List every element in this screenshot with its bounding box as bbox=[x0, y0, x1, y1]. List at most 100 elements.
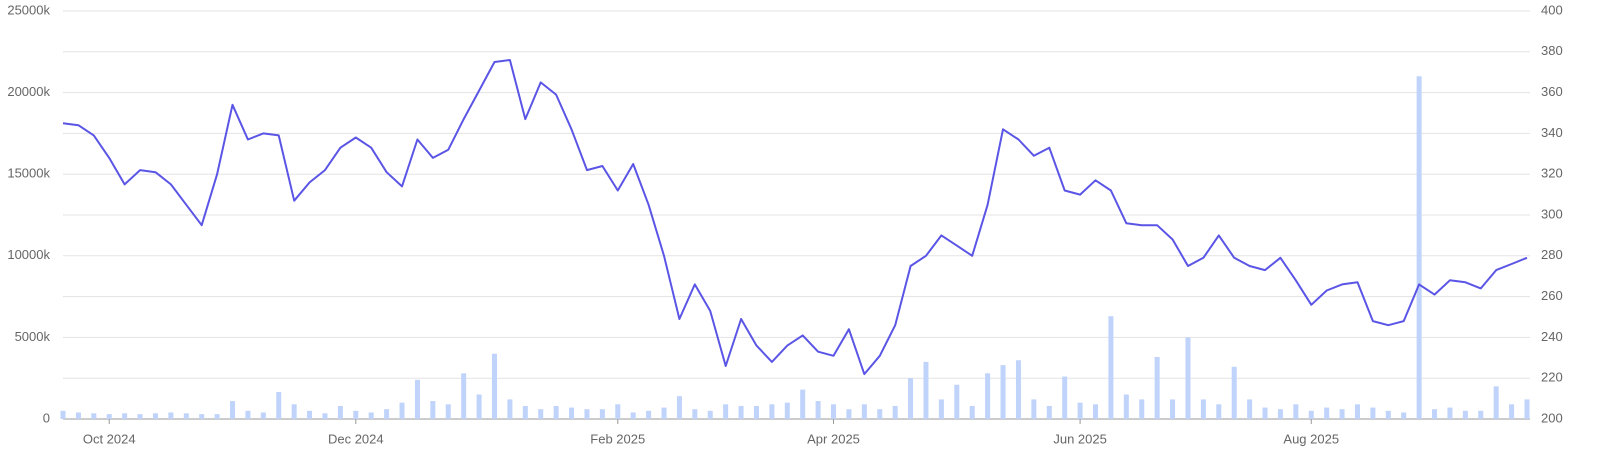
y-tick-label: 15000k bbox=[7, 166, 50, 181]
y2-tick-label: 280 bbox=[1541, 247, 1563, 262]
volume-bar bbox=[846, 409, 852, 419]
volume-bar bbox=[322, 413, 328, 419]
volume-bar bbox=[399, 402, 405, 419]
volume-bar bbox=[353, 410, 359, 419]
volume-bar bbox=[938, 399, 944, 419]
volume-bar bbox=[1354, 404, 1360, 419]
volume-bar bbox=[1262, 407, 1268, 419]
volume-bar bbox=[630, 412, 636, 419]
y2-tick-label: 240 bbox=[1541, 329, 1563, 344]
volume-bar bbox=[969, 405, 975, 419]
volume-bar bbox=[60, 410, 66, 419]
volume-bar bbox=[384, 409, 390, 419]
volume-bar bbox=[199, 414, 205, 419]
volume-bar bbox=[245, 410, 251, 419]
volume-bar bbox=[122, 413, 128, 419]
volume-bar bbox=[1185, 337, 1191, 419]
volume-bar bbox=[430, 401, 436, 419]
volume-bar bbox=[337, 405, 343, 419]
volume-bar bbox=[584, 409, 590, 419]
volume-bar bbox=[168, 412, 174, 419]
volume-bar bbox=[1000, 365, 1006, 419]
volume-bar bbox=[291, 404, 297, 419]
volume-bar bbox=[1077, 402, 1083, 419]
volume-bar bbox=[1401, 412, 1407, 419]
volume-bar bbox=[1062, 376, 1068, 419]
volume-bar bbox=[553, 405, 559, 419]
x-tick-label: Jun 2025 bbox=[1053, 431, 1107, 446]
volume-bar bbox=[692, 409, 698, 419]
y2-tick-label: 200 bbox=[1541, 410, 1563, 425]
volume-bar bbox=[1370, 407, 1376, 419]
volume-bar bbox=[646, 410, 652, 419]
volume-bar bbox=[1139, 399, 1145, 419]
y2-tick-label: 260 bbox=[1541, 288, 1563, 303]
volume-bar bbox=[491, 353, 497, 419]
volume-bar bbox=[599, 409, 605, 419]
volume-bar bbox=[1416, 76, 1422, 419]
x-tick-label: Dec 2024 bbox=[328, 431, 384, 446]
volume-bar bbox=[183, 413, 189, 419]
volume-bar bbox=[569, 407, 575, 419]
volume-bar bbox=[1200, 399, 1206, 419]
volume-bar bbox=[75, 412, 81, 419]
volume-bar bbox=[476, 394, 482, 419]
volume-bar bbox=[908, 378, 914, 419]
volume-bar bbox=[1339, 409, 1345, 419]
volume-bar bbox=[954, 384, 960, 419]
y2-tick-label: 400 bbox=[1541, 2, 1563, 17]
y2-tick-label: 340 bbox=[1541, 125, 1563, 140]
volume-bar bbox=[615, 404, 621, 419]
volume-bar bbox=[769, 404, 775, 419]
x-tick-label: Apr 2025 bbox=[807, 431, 860, 446]
volume-bar bbox=[1093, 404, 1099, 419]
x-tick-label: Feb 2025 bbox=[590, 431, 645, 446]
volume-bar bbox=[260, 412, 266, 419]
volume-bar bbox=[738, 405, 744, 419]
y2-tick-label: 300 bbox=[1541, 206, 1563, 221]
x-tick-label: Oct 2024 bbox=[83, 431, 136, 446]
volume-bar bbox=[1015, 360, 1021, 419]
y-tick-label: 20000k bbox=[7, 84, 50, 99]
volume-bar bbox=[1432, 409, 1438, 419]
x-tick-label: Aug 2025 bbox=[1283, 431, 1339, 446]
volume-bar bbox=[106, 414, 112, 419]
volume-bar bbox=[1385, 410, 1391, 419]
volume-bar bbox=[1308, 410, 1314, 419]
volume-bar bbox=[661, 407, 667, 419]
volume-bar bbox=[368, 412, 374, 419]
volume-bar bbox=[1524, 399, 1530, 419]
y-tick-label: 0 bbox=[43, 410, 50, 425]
volume-bar bbox=[831, 404, 837, 419]
volume-bar bbox=[1046, 405, 1052, 419]
volume-bar bbox=[1462, 410, 1468, 419]
volume-bar bbox=[723, 404, 729, 419]
volume-bar bbox=[414, 379, 420, 419]
volume-bar bbox=[784, 402, 790, 419]
volume-bar bbox=[877, 409, 883, 419]
volume-bar bbox=[91, 413, 97, 419]
volume-bar bbox=[800, 389, 806, 419]
volume-bar bbox=[1277, 409, 1283, 419]
volume-bar bbox=[214, 414, 220, 419]
price-line bbox=[62, 59, 1528, 376]
y-tick-label: 5000k bbox=[15, 329, 51, 344]
y2-tick-label: 380 bbox=[1541, 43, 1563, 58]
volume-bar bbox=[676, 396, 682, 419]
volume-bar bbox=[276, 392, 282, 419]
volume-bar bbox=[1108, 316, 1114, 419]
volume-bar bbox=[1154, 356, 1160, 419]
volume-bar bbox=[1447, 407, 1453, 419]
volume-bar bbox=[753, 405, 759, 419]
volume-bar bbox=[1216, 404, 1222, 419]
volume-bar bbox=[1324, 407, 1330, 419]
volume-bar bbox=[892, 405, 898, 419]
volume-bar bbox=[707, 410, 713, 419]
y-tick-label: 25000k bbox=[7, 2, 50, 17]
volume-bar bbox=[1031, 399, 1037, 419]
volume-bar bbox=[815, 401, 821, 419]
volume-bar bbox=[923, 361, 929, 419]
volume-bar bbox=[137, 414, 143, 419]
volume-bar bbox=[1247, 399, 1253, 419]
